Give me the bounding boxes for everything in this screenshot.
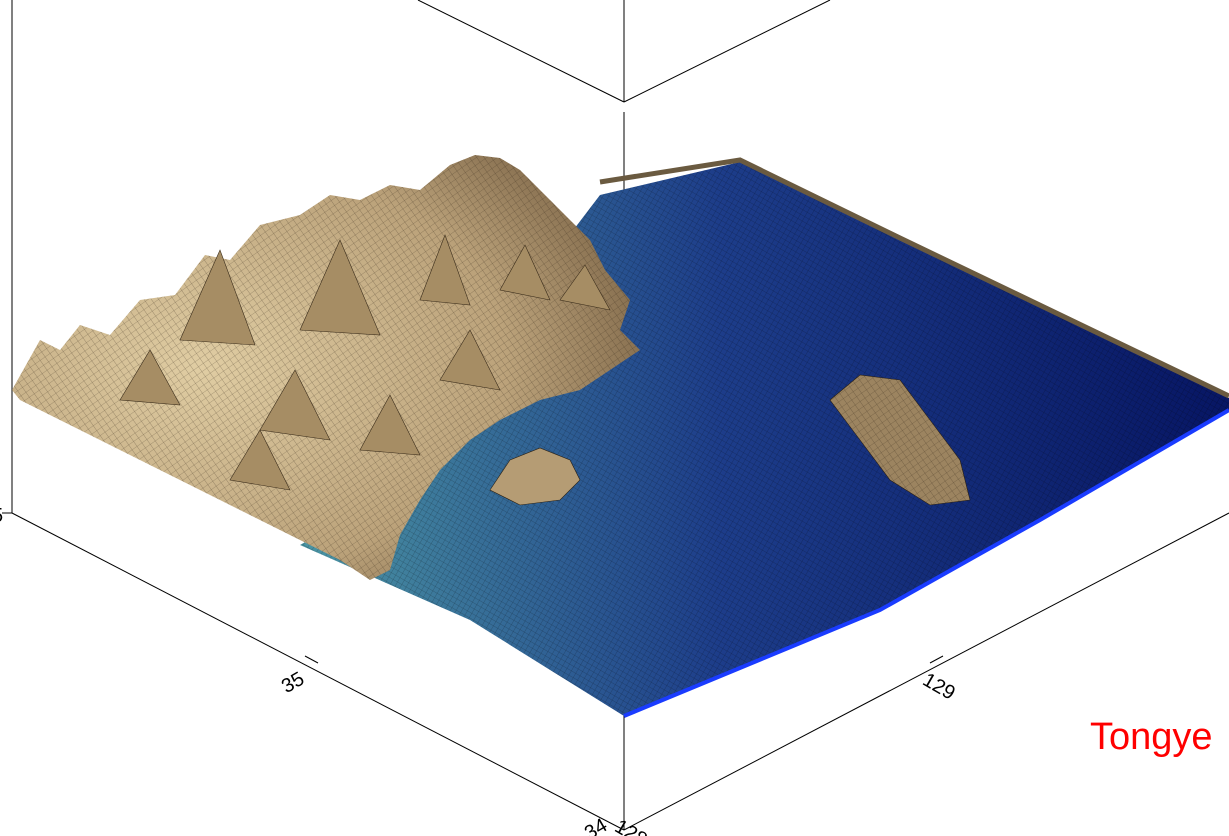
small-island — [489, 447, 581, 506]
far-edge — [599, 157, 1229, 399]
lat-tick-35: 35 — [278, 668, 308, 698]
axis-ticks — [2, 512, 944, 664]
sea-edge — [623, 408, 1229, 718]
mountain-peaks — [119, 234, 611, 491]
place-label: Tongye — [1090, 716, 1213, 758]
mainland-mesh — [12, 155, 640, 580]
lon-tick-128: 128 — [611, 815, 651, 836]
lon-tick-129: 129 — [919, 669, 959, 705]
z-tick: 5 — [0, 505, 3, 527]
lat-tick-34: 34 — [581, 814, 611, 836]
east-island-mesh — [830, 375, 970, 505]
